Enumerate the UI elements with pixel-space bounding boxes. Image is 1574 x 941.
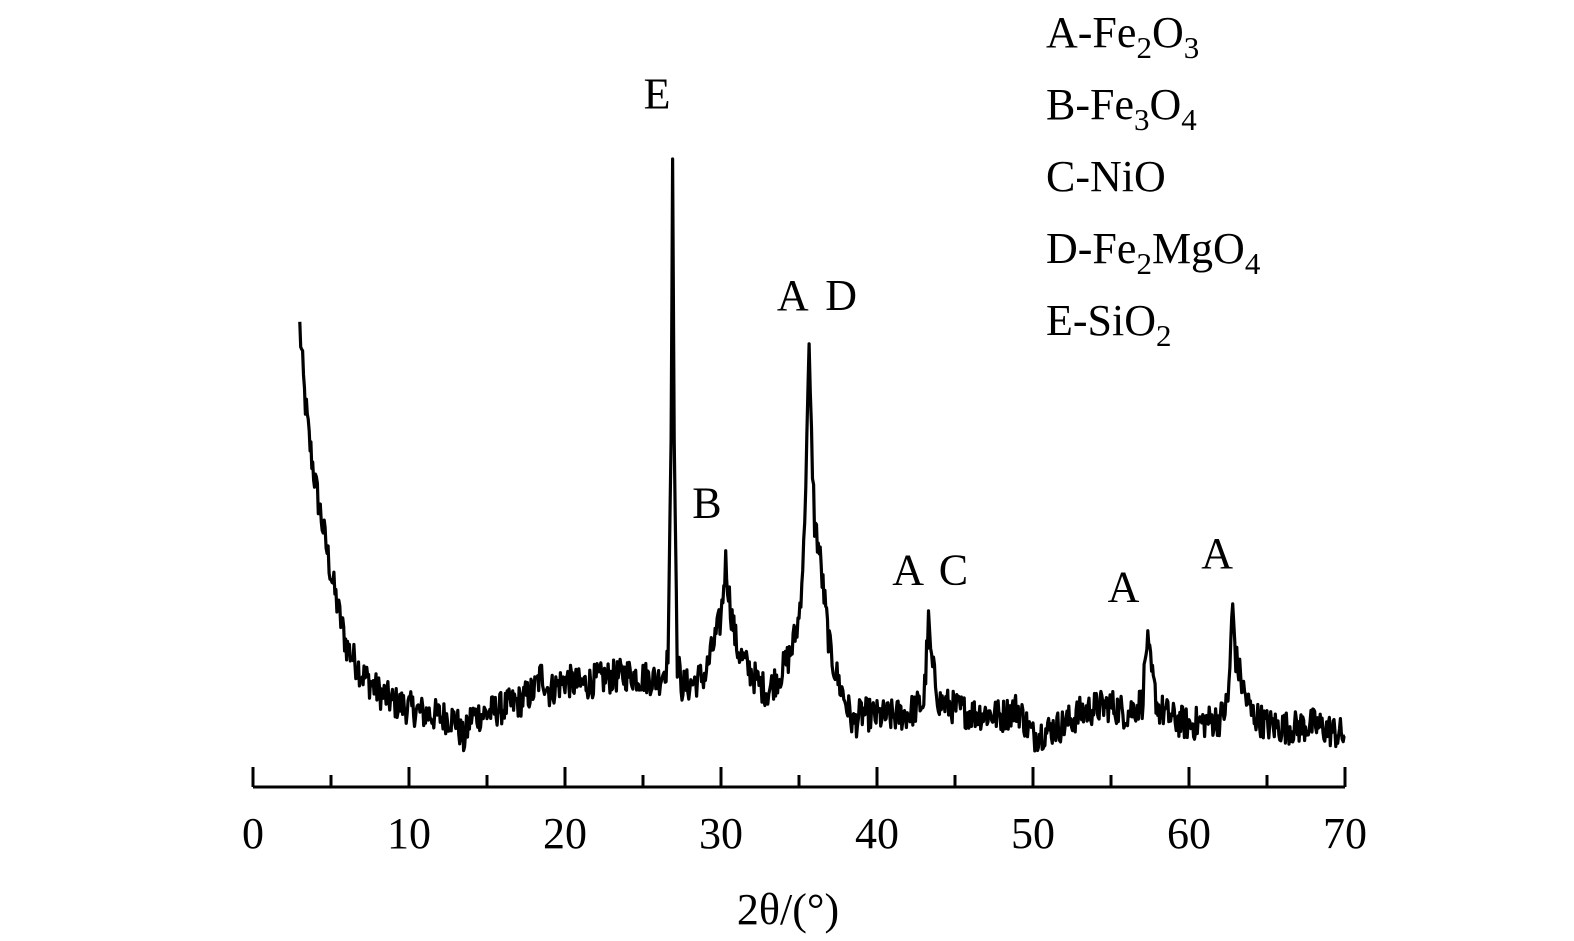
xrd-pattern-line	[298, 157, 1346, 753]
peak-label-a: A	[892, 546, 924, 595]
legend-entry-text: O	[1152, 8, 1184, 57]
legend-subscript: 2	[1156, 318, 1172, 353]
legend-entry: A-Fe2O3	[1046, 8, 1199, 65]
x-axis-ticks	[251, 767, 1347, 787]
legend-entry: E-SiO2	[1046, 296, 1172, 353]
legend-subscript: 4	[1181, 102, 1197, 137]
peak-label-a: A	[1201, 529, 1233, 578]
legend-entry-text: O	[1150, 80, 1182, 129]
legend-subscript: 2	[1136, 246, 1152, 281]
legend-subscript: 3	[1134, 102, 1150, 137]
x-tick-label: 20	[543, 809, 587, 858]
legend-subscript: 3	[1184, 30, 1200, 65]
x-tick-label: 40	[855, 809, 899, 858]
peak-label-a: A	[777, 271, 809, 320]
x-axis: 0 10 20 30 40 50 60 70	[242, 767, 1367, 858]
legend-subscript: 4	[1245, 246, 1261, 281]
x-axis-title-text: 2θ/(°)	[737, 885, 839, 934]
peak-label-b: B	[692, 478, 721, 527]
peak-label-c: C	[939, 546, 968, 595]
x-tick-label: 50	[1011, 809, 1055, 858]
legend-entry-text: D-Fe	[1046, 224, 1136, 273]
legend-entry-text: A-Fe	[1046, 8, 1136, 57]
x-tick-label: 60	[1167, 809, 1211, 858]
legend-entry-text: C-NiO	[1046, 152, 1166, 201]
legend-entry: B-Fe3O4	[1046, 80, 1197, 137]
peak-label-e: E	[644, 70, 671, 119]
legend-entry-text: B-Fe	[1046, 80, 1134, 129]
peak-label-a: A	[1108, 562, 1140, 611]
legend-entry: C-NiO	[1046, 152, 1166, 201]
x-tick-label: 30	[699, 809, 743, 858]
x-axis-title: 2θ/(°)	[737, 885, 839, 934]
legend-entry-text: E-SiO	[1046, 296, 1156, 345]
legend-subscript: 2	[1136, 30, 1152, 65]
x-tick-label: 10	[387, 809, 431, 858]
x-axis-tick-labels: 0 10 20 30 40 50 60 70	[242, 809, 1367, 858]
x-tick-label: 70	[1323, 809, 1367, 858]
legend-entry-text: MgO	[1152, 224, 1245, 273]
peak-label-d: D	[825, 271, 857, 320]
x-tick-label: 0	[242, 809, 264, 858]
peak-annotations: EBA DA C AA	[644, 70, 1234, 612]
legend-entry: D-Fe2MgO4	[1046, 224, 1261, 281]
